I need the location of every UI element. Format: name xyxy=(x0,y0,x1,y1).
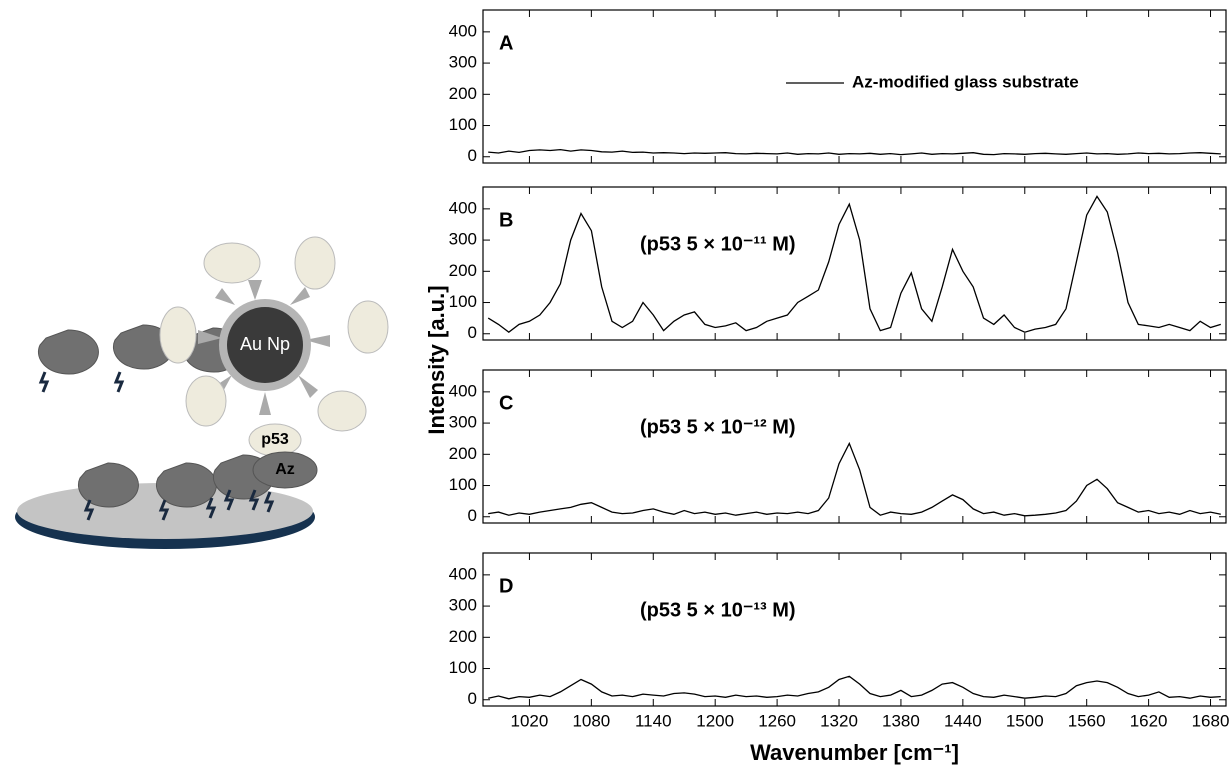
panel-label: D xyxy=(499,575,513,597)
spectrum-line xyxy=(488,441,1221,517)
nanoparticle-label: Au Np xyxy=(240,334,290,354)
panel-label: C xyxy=(499,392,513,414)
az-shape xyxy=(252,451,318,489)
panel-label: A xyxy=(499,32,513,54)
antibodies xyxy=(159,236,389,432)
plot-frame xyxy=(482,552,1227,707)
y-tick-label: 300 xyxy=(449,53,477,72)
y-tick-label: 0 xyxy=(468,689,477,708)
x-tick-label: 1380 xyxy=(882,711,920,730)
y-tick-label: 200 xyxy=(449,627,477,646)
linkers xyxy=(38,371,275,521)
y-tick-label: 200 xyxy=(449,444,477,463)
spectrum-line xyxy=(488,148,1221,156)
y-tick-label: 200 xyxy=(449,261,477,280)
p53-label: p53 xyxy=(261,431,289,448)
x-tick-label: 1080 xyxy=(572,711,610,730)
x-axis-label: Wavenumber [cm⁻¹] xyxy=(750,740,959,765)
x-tick-label: 1320 xyxy=(820,711,858,730)
annotation: (p53 5 × 10⁻¹¹ M) xyxy=(640,233,796,255)
y-tick-label: 0 xyxy=(468,146,477,165)
panel-label: B xyxy=(499,209,513,231)
y-tick-label: 400 xyxy=(449,21,477,40)
y-tick-label: 400 xyxy=(449,198,477,217)
spectrum-line xyxy=(488,675,1221,700)
plot-frame xyxy=(482,9,1227,164)
x-tick-label: 1620 xyxy=(1130,711,1168,730)
x-tick-label: 1680 xyxy=(1192,711,1230,730)
az-label: Az xyxy=(275,461,295,478)
nanoparticle xyxy=(227,307,303,383)
y-tick-label: 300 xyxy=(449,413,477,432)
y-tick-label: 400 xyxy=(449,381,477,400)
x-tick-label: 1200 xyxy=(696,711,734,730)
plot-frame xyxy=(482,369,1227,524)
x-tick-label: 1440 xyxy=(944,711,982,730)
y-tick-label: 300 xyxy=(449,230,477,249)
legend-label: Az-modified glass substrate xyxy=(852,72,1079,91)
x-tick-label: 1140 xyxy=(635,711,672,730)
y-tick-label: 400 xyxy=(449,564,477,583)
plot-frame xyxy=(482,186,1227,341)
y-tick-label: 100 xyxy=(449,115,477,134)
y-tick-label: 0 xyxy=(468,506,477,525)
y-axis-label: Intensity [a.u.] xyxy=(424,285,449,434)
y-tick-label: 100 xyxy=(449,292,477,311)
x-tick-label: 1560 xyxy=(1068,711,1106,730)
y-tick-label: 100 xyxy=(449,475,477,494)
y-tick-label: 300 xyxy=(449,596,477,615)
x-tick-label: 1500 xyxy=(1006,711,1044,730)
schematic: Au Np p53 Az xyxy=(15,236,389,549)
x-tick-label: 1020 xyxy=(511,711,549,730)
y-tick-label: 100 xyxy=(449,658,477,677)
x-tick-label: 1260 xyxy=(758,711,796,730)
y-tick-label: 0 xyxy=(468,323,477,342)
y-tick-label: 200 xyxy=(449,84,477,103)
annotation: (p53 5 × 10⁻¹² M) xyxy=(640,416,796,438)
annotation: (p53 5 × 10⁻¹³ M) xyxy=(640,599,796,621)
spectrum-line xyxy=(487,195,1221,334)
